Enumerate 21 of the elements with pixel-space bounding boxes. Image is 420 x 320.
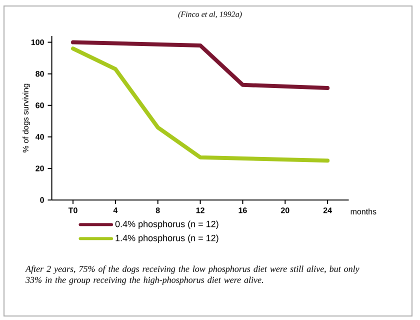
legend-label: 1.4% phosphorus (n = 12) xyxy=(116,234,218,243)
x-tick-label: 24 xyxy=(323,208,332,214)
x-tick-label: 8 xyxy=(156,208,160,214)
x-tick-label: T0 xyxy=(68,208,78,214)
y-tick-label: 20 xyxy=(36,166,44,172)
y-tick-label: 60 xyxy=(36,102,44,108)
legend-label: 0.4% phosphorus (n = 12) xyxy=(115,220,218,229)
y-tick-label: 100 xyxy=(31,39,44,46)
x-tick-label: 4 xyxy=(113,208,118,214)
x-tick-label: 16 xyxy=(238,208,247,214)
y-tick-label: 0 xyxy=(40,197,44,203)
chart-title: (Finco et al, 1992a) xyxy=(178,11,242,19)
y-axis-title: % of dogs surviving xyxy=(22,84,30,152)
x-tick-label: 12 xyxy=(196,208,204,214)
y-tick-label: 40 xyxy=(35,134,44,140)
line-series xyxy=(71,40,330,90)
line-series xyxy=(71,46,330,163)
y-tick-label: 80 xyxy=(36,71,44,77)
x-axis-title: months xyxy=(350,208,376,214)
text: After 2 years, 75% of the dogs receiving the low phosphorus diet were still alive, but only 33% in the group receiving the high-phosphorus diet were alive. xyxy=(25,266,360,285)
x-tick-label: 20 xyxy=(280,208,290,214)
